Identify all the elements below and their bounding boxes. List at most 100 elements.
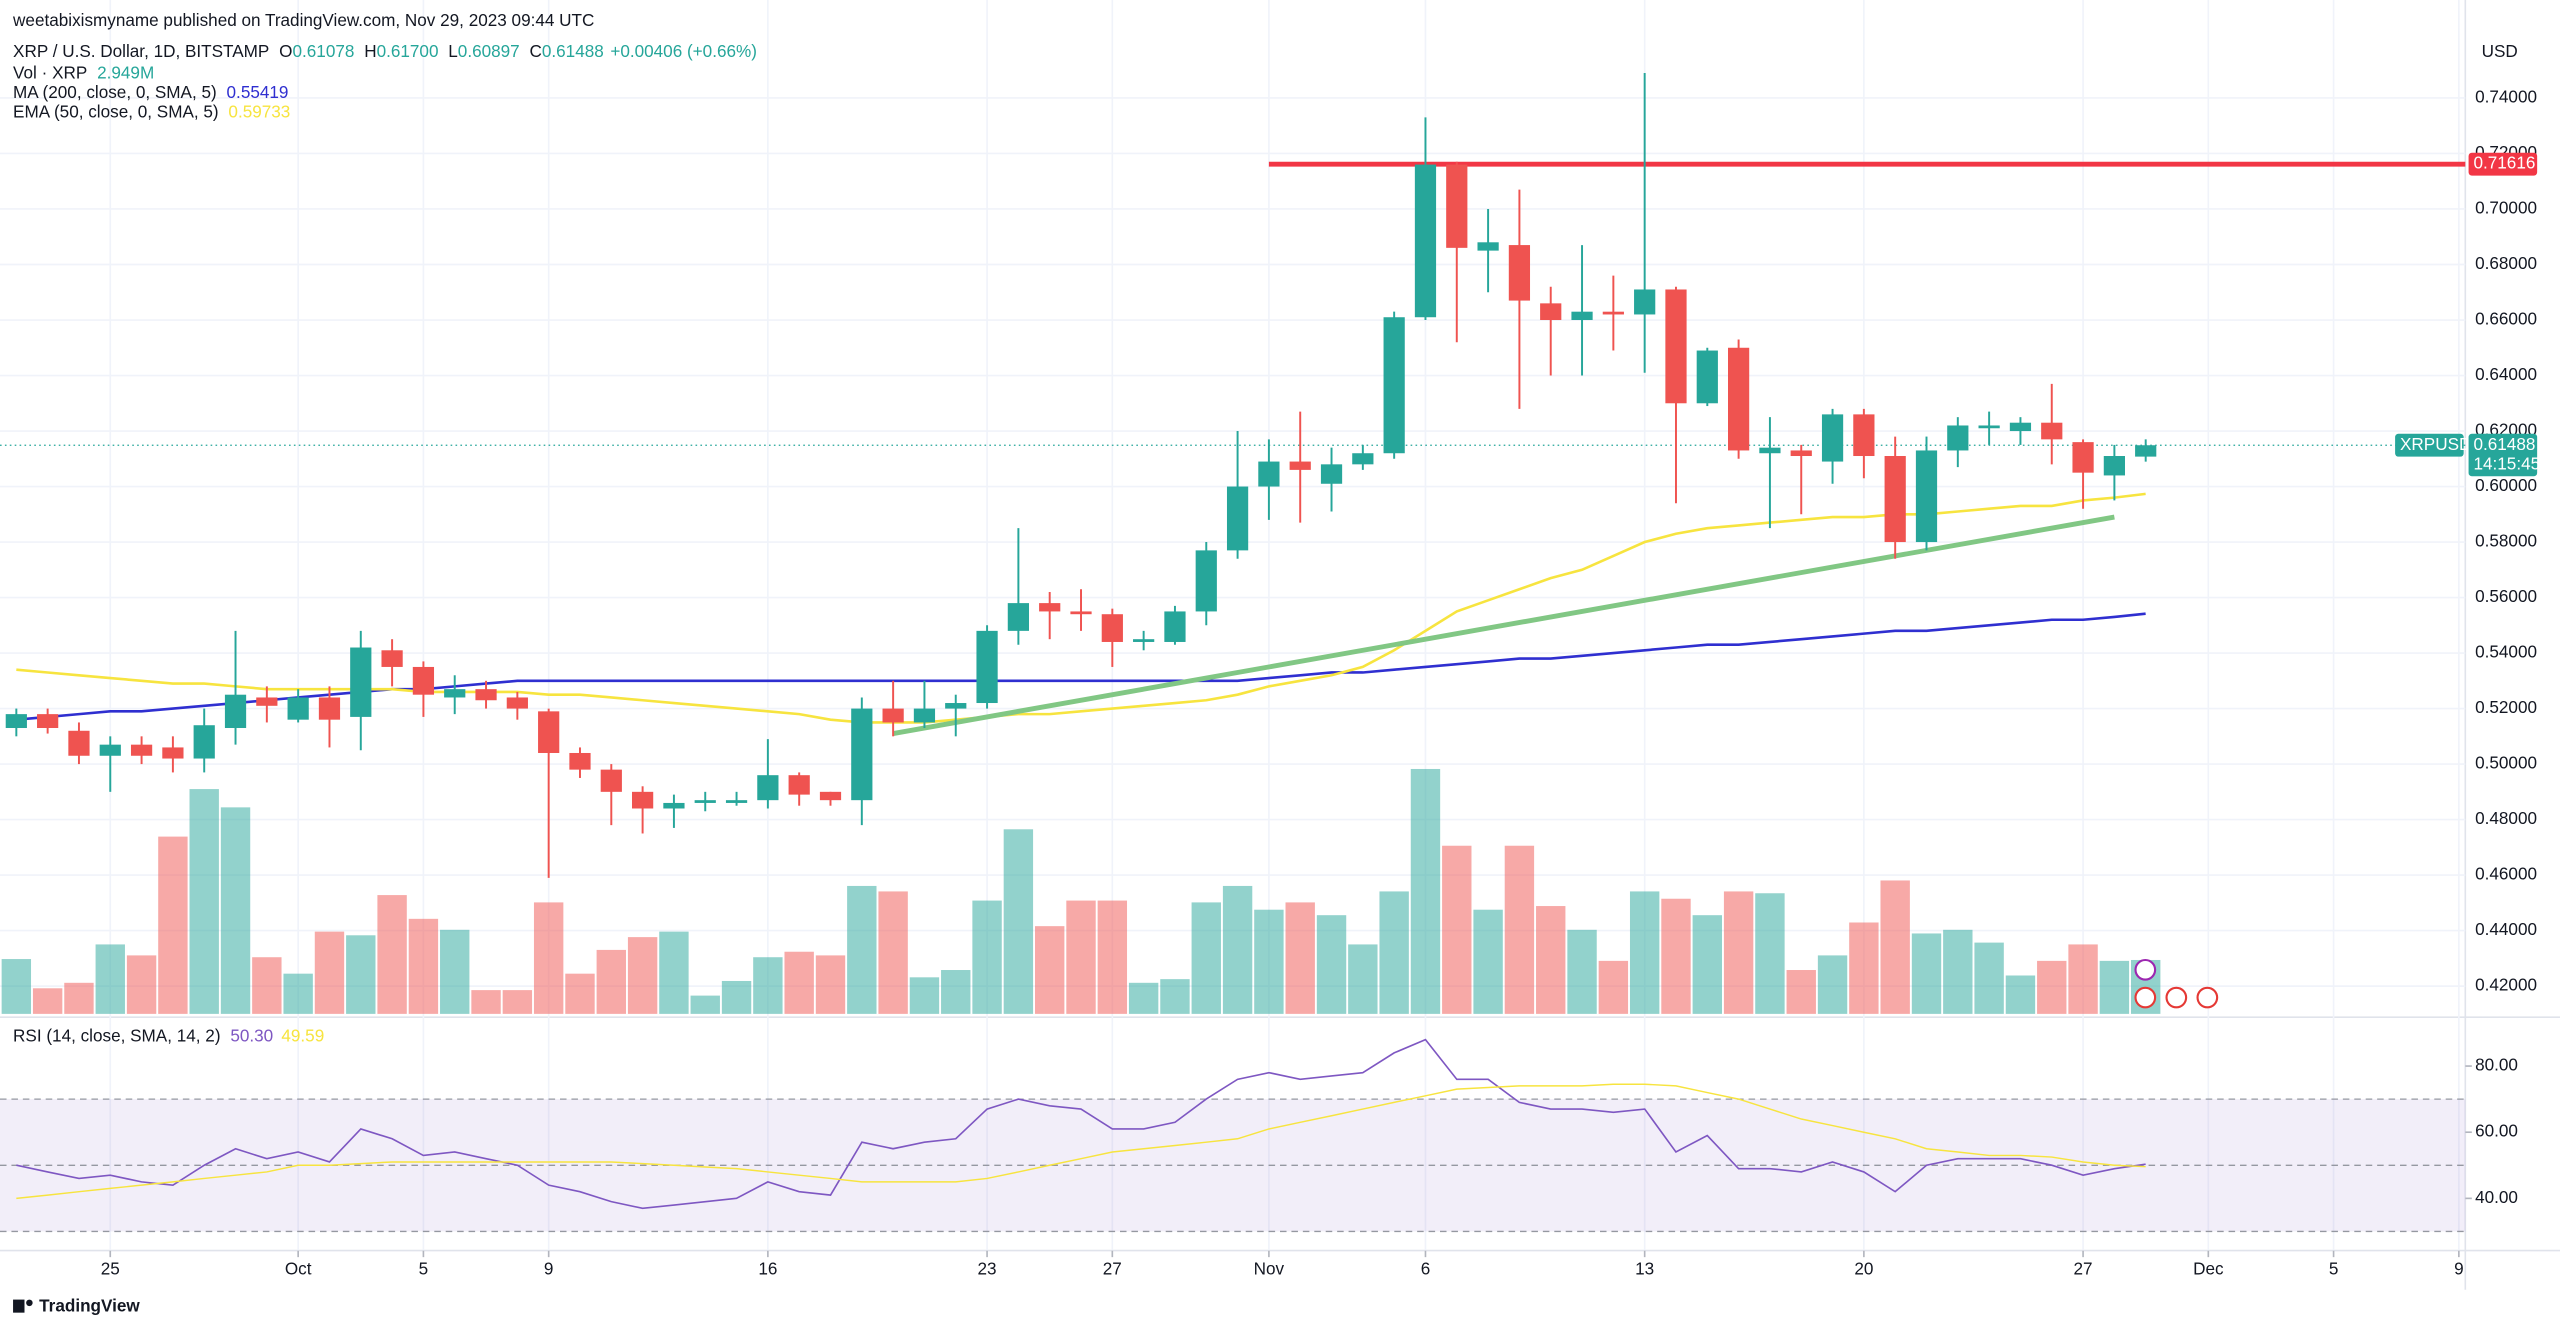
- volume-bar: [502, 990, 533, 1014]
- y-tick-label: 0.42000: [2475, 975, 2537, 995]
- y-tick-label: 0.68000: [2475, 253, 2537, 273]
- candle-body: [1508, 245, 1531, 301]
- legend-text: Vol · XRP: [13, 62, 87, 82]
- candle-body: [1133, 639, 1155, 642]
- candle-body: [1634, 289, 1656, 315]
- volume-bar: [753, 957, 783, 1014]
- legend-text: 0.55419: [227, 82, 289, 102]
- legend-text: 0.59733: [228, 101, 290, 121]
- volume-bar: [189, 789, 219, 1014]
- volume-layer: [1, 768, 2161, 1014]
- volume-bar: [1849, 922, 1879, 1014]
- legend-text: 0.60897: [458, 41, 520, 61]
- volume-bar: [64, 982, 94, 1014]
- candle-body: [1414, 164, 1437, 318]
- candle-body: [256, 697, 278, 706]
- event-icon[interactable]: [2134, 958, 2157, 981]
- rsi-line: [16, 1038, 2146, 1210]
- x-tick-label: 23: [978, 1259, 997, 1279]
- brand-logo: [13, 1299, 33, 1313]
- volume-bar: [690, 995, 720, 1014]
- event-icon[interactable]: [2165, 986, 2188, 1009]
- volume-bar: [1661, 898, 1691, 1014]
- x-tick-label: 16: [758, 1259, 777, 1279]
- x-tick-label: 5: [2329, 1259, 2339, 1279]
- candle-body: [412, 666, 435, 695]
- volume-bar: [659, 931, 689, 1014]
- candle-body: [68, 730, 90, 756]
- y-tick-label: 0.52000: [2475, 697, 2537, 717]
- volume-bar: [1473, 909, 1503, 1014]
- candle-body: [130, 744, 153, 756]
- rsi-tick-label: 40.00: [2475, 1187, 2518, 1207]
- legend-text: 50.30: [230, 1025, 273, 1045]
- x-tick-label: 5: [419, 1259, 429, 1279]
- volume-bar: [1629, 891, 1660, 1014]
- candle-body: [1352, 453, 1374, 465]
- candle-body: [318, 697, 341, 720]
- x-tick-label: 25: [101, 1259, 120, 1279]
- legend-text: L: [448, 41, 458, 61]
- y-tick-label: 0.54000: [2475, 642, 2537, 662]
- volume-bar: [1692, 915, 1722, 1014]
- candle-body: [945, 703, 967, 709]
- y-tick-label: 0.46000: [2475, 864, 2537, 884]
- y-tick-label: 0.58000: [2475, 531, 2537, 551]
- candle-body: [725, 800, 748, 803]
- event-icon[interactable]: [2134, 986, 2157, 1009]
- volume-bar: [440, 929, 470, 1014]
- volume-bar: [909, 977, 940, 1014]
- candle-body: [2072, 442, 2094, 473]
- resistance-label-box: [2468, 152, 2538, 176]
- volume-bar: [627, 937, 658, 1014]
- volume-bar: [32, 988, 63, 1014]
- grid: [0, 0, 2466, 1251]
- volume-bar: [1003, 829, 1034, 1014]
- currency: USD: [2482, 41, 2518, 61]
- candle-body: [788, 775, 810, 795]
- volume-bar: [1536, 906, 1566, 1014]
- candle-body: [538, 711, 560, 753]
- candle-body: [37, 714, 59, 729]
- x-tick-label: 27: [1103, 1259, 1122, 1279]
- x-tick-label: Nov: [1254, 1259, 1285, 1279]
- y-tick-label: 0.70000: [2475, 198, 2537, 218]
- event-icon[interactable]: [2196, 986, 2219, 1009]
- logo-shape: [13, 1299, 25, 1313]
- volume-bar: [1285, 902, 1315, 1014]
- candle-body: [1195, 550, 1217, 612]
- legend-text: 49.59: [281, 1025, 324, 1045]
- y-tick-label: 0.60000: [2475, 475, 2537, 495]
- volume-bar: [1191, 902, 1221, 1014]
- candle-body: [1289, 461, 1311, 470]
- x-tick-label: Oct: [285, 1259, 312, 1279]
- legend-text: 0.61488: [542, 41, 604, 61]
- rsi-pane: [0, 1038, 2472, 1233]
- candle-body: [600, 769, 622, 792]
- candle-body: [1571, 311, 1593, 321]
- candle-body: [2041, 422, 2063, 440]
- candle-body: [1164, 611, 1186, 642]
- legend-text: EMA (50, close, 0, SMA, 5): [13, 101, 219, 121]
- candle-body: [1821, 414, 1844, 462]
- legend-text: 0.61700: [377, 41, 439, 61]
- y-tick-label: 0.66000: [2475, 309, 2537, 329]
- volume-bar: [1128, 982, 1159, 1014]
- candle-body: [381, 650, 403, 667]
- candle-body: [1226, 486, 1249, 551]
- volume-bar: [408, 918, 439, 1014]
- volume-bar: [346, 935, 376, 1014]
- candle-body: [444, 689, 466, 698]
- volume-bar: [2068, 944, 2098, 1014]
- volume-bar: [565, 973, 595, 1014]
- x-tick-label: 27: [2074, 1259, 2093, 1279]
- rsi-tick-label: 60.00: [2475, 1121, 2518, 1141]
- volume-bar: [1316, 915, 1347, 1014]
- legend-row: EMA (50, close, 0, SMA, 5) 0.59733: [13, 101, 290, 121]
- volume-bar: [1755, 893, 1785, 1014]
- volume-bar: [721, 980, 752, 1014]
- logo-shape: [26, 1299, 33, 1307]
- volume-bar: [314, 931, 345, 1014]
- resistance-label: 0.71616: [2473, 153, 2535, 173]
- volume-bar: [533, 902, 564, 1014]
